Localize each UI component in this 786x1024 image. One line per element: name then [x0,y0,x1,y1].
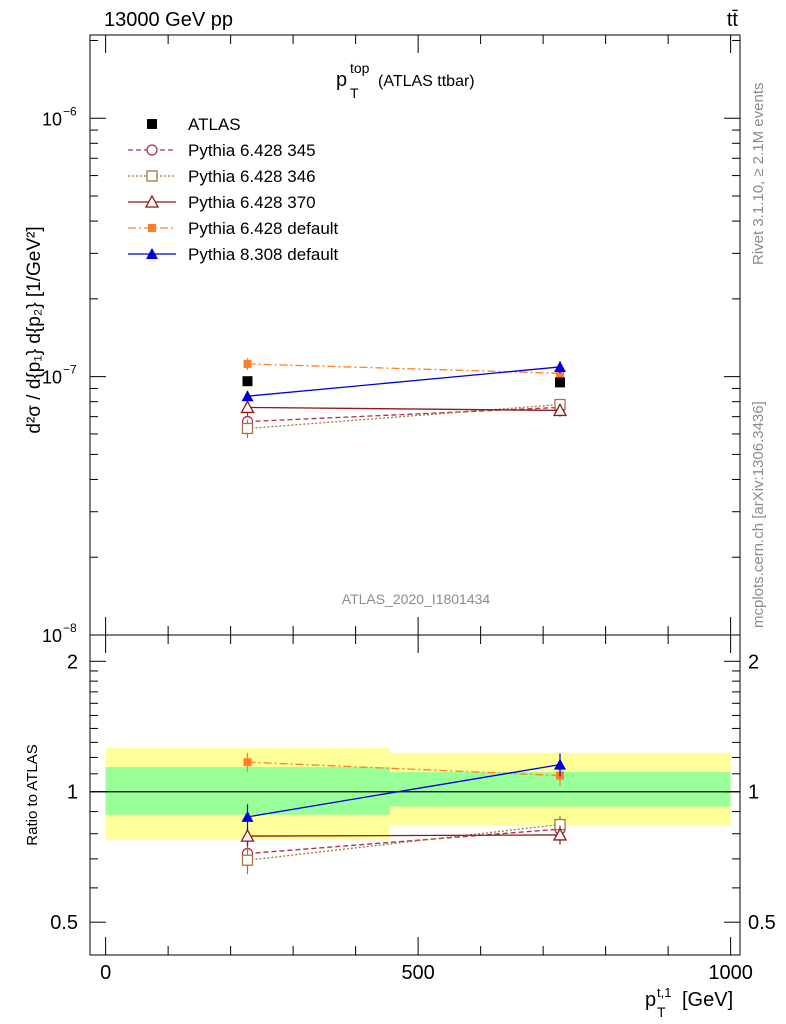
series-p370 [240,400,568,417]
point-atlas [242,376,253,387]
ratio-line-p345 [247,828,561,855]
point-p8def [241,390,254,402]
legend-marker-p345 [146,144,158,156]
main-series [240,358,568,438]
legend: ATLAS Pythia 6.428 345 Pythia 6.428 346 Pyt… [128,115,339,264]
header-left: 13000 GeV pp [104,9,233,31]
legend-label-p345: Pythia 6.428 345 [188,141,316,160]
legend-item-p346: Pythia 6.428 346 [128,167,316,186]
series-atlas [242,376,565,388]
ratio-line-p8def [247,763,561,818]
ratio-ytick-label: 1 [67,782,78,804]
ratio-point-p370 [240,828,255,842]
legend-label-p370: Pythia 6.428 370 [188,193,316,212]
ratio-line-p370 [247,834,561,837]
ratio-point-p346 [241,854,254,866]
series-p6def [243,358,564,379]
series-line-p8def [247,366,561,397]
ratio-ytick-label: 2 [67,651,78,673]
axes: 10−810−710 −60.5 0.51 12 20 500 1000 [42,35,776,984]
legend-label-atlas: ATLAS [188,115,241,134]
rivet-label: Rivet 3.1.10, ≥ 2.1M events [750,83,767,266]
main-ytick-exp: −7 [63,363,77,377]
main-ytick-exp: −8 [63,621,77,635]
point-p346 [241,422,254,435]
series-p8def [241,360,566,402]
series-line-p346 [247,403,561,430]
ratio-ytick-label-right: 1 [748,782,759,804]
xtick-label: 0 [100,962,111,984]
mcplots-label: mcplots.cern.ch [arXiv:1306.3436] [750,401,767,628]
legend-marker-p8def [146,248,158,259]
main-ylabel: d²σ / d{p₁} d{p₂} [1/GeV²] [24,226,45,433]
legend-item-atlas: ATLAS [147,115,241,134]
title-sub: T [350,85,359,101]
title-sup: top [350,60,370,76]
legend-label-p6def: Pythia 6.428 default [188,219,339,238]
plot-title: p top T (ATLAS ttbar) [336,60,475,101]
legend-label-p8def: Pythia 8.308 default [188,245,339,264]
svg-text:p: p [645,989,656,1011]
point-p370 [552,403,568,417]
analysis-label: ATLAS_2020_I1801434 [342,591,491,607]
main-ytick-label: 10 [42,626,62,646]
main-ytick-exp: −6 [63,104,77,118]
ratio-series-p370 [240,825,568,846]
ratio-bands [105,748,731,840]
legend-item-p8def: Pythia 8.308 default [128,245,339,264]
ratio-series-p8def [241,753,566,831]
legend-marker-atlas [147,119,157,129]
x-axis-label: p T t,1 [GeV] [645,985,733,1020]
series-line-p370 [247,406,561,412]
legend-item-p370: Pythia 6.428 370 [128,193,316,212]
svg-text:T: T [657,1004,666,1020]
legend-item-p345: Pythia 6.428 345 [128,141,316,160]
point-p8def [554,360,566,372]
svg-text:d²σ / d{p₁} d{p₂} [1/GeV²]: d²σ / d{p₁} d{p₂} [1/GeV²] [24,226,45,433]
xtick-label: 500 [401,962,434,984]
legend-marker-p346 [146,170,158,182]
legend-marker-p370 [144,194,160,208]
legend-label-p346: Pythia 6.428 346 [188,167,316,186]
point-p6def [243,359,252,368]
ratio-series [240,752,568,875]
ratio-ytick-label-right: 0.5 [748,912,776,934]
ratio-ytick-label: 0.5 [50,912,78,934]
ratio-point-p8def [241,810,254,822]
ratio-frame [89,634,741,956]
main-ytick-label: 10 [42,368,62,388]
point-atlas [555,377,565,388]
ratio-point-p370 [552,827,568,841]
ratio-ytick-label-right: 2 [748,651,759,673]
xtick-label: 1000 [708,962,753,984]
ratio-ylabel: Ratio to ATLAS [24,744,41,845]
ratio-line-p346 [247,823,561,861]
ratio-point-p6def [243,758,252,767]
title-rest: (ATLAS ttbar) [378,73,475,90]
svg-text:[GeV]: [GeV] [682,989,733,1011]
title-main: p [336,69,347,91]
main-ytick-label: 10 [42,109,62,129]
plot-frames [89,34,741,956]
series-p346 [241,398,566,438]
ratio-point-p8def [554,758,566,770]
legend-item-p6def: Pythia 6.428 default [128,219,339,238]
header-right: tt̄ [727,9,739,31]
svg-text:t,1: t,1 [657,985,671,1000]
point-p370 [240,400,255,414]
legend-marker-p6def [148,224,156,232]
